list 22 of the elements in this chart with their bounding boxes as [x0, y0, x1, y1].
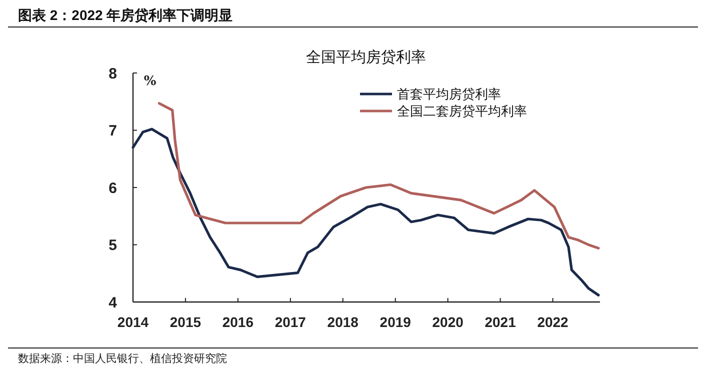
x-tick-label: 2017 — [274, 314, 306, 330]
x-tick-label: 2022 — [537, 314, 569, 330]
x-tick-label: 2018 — [327, 314, 359, 330]
y-tick-label: 5 — [108, 237, 117, 254]
source-note: 数据来源：中国人民银行、植信投资研究院 — [18, 352, 227, 365]
line-series — [158, 102, 600, 250]
y-tick-label: 4 — [108, 294, 118, 312]
chart-title: 图表 2：2022 年房贷利率下调明显 — [18, 7, 233, 23]
x-tick-label: 2015 — [170, 314, 202, 330]
legend-label: 首套平均房贷利率 — [397, 86, 501, 103]
legend-label: 全国二套房贷平均利率 — [397, 104, 527, 120]
y-tick-label: 7 — [108, 122, 117, 140]
x-tick-label: 2020 — [432, 314, 464, 330]
y-axis-title: % — [144, 74, 157, 89]
y-tick-label: 6 — [108, 180, 117, 197]
x-tick-label: 2019 — [380, 314, 412, 330]
x-tick-label: 2014 — [117, 314, 149, 330]
line-series — [132, 128, 600, 296]
chart-subtitle: 全国平均房贷利率 — [306, 48, 426, 66]
y-tick-label: 8 — [108, 65, 117, 82]
x-tick-label: 2021 — [484, 314, 516, 330]
x-tick-label: 2016 — [222, 314, 254, 330]
